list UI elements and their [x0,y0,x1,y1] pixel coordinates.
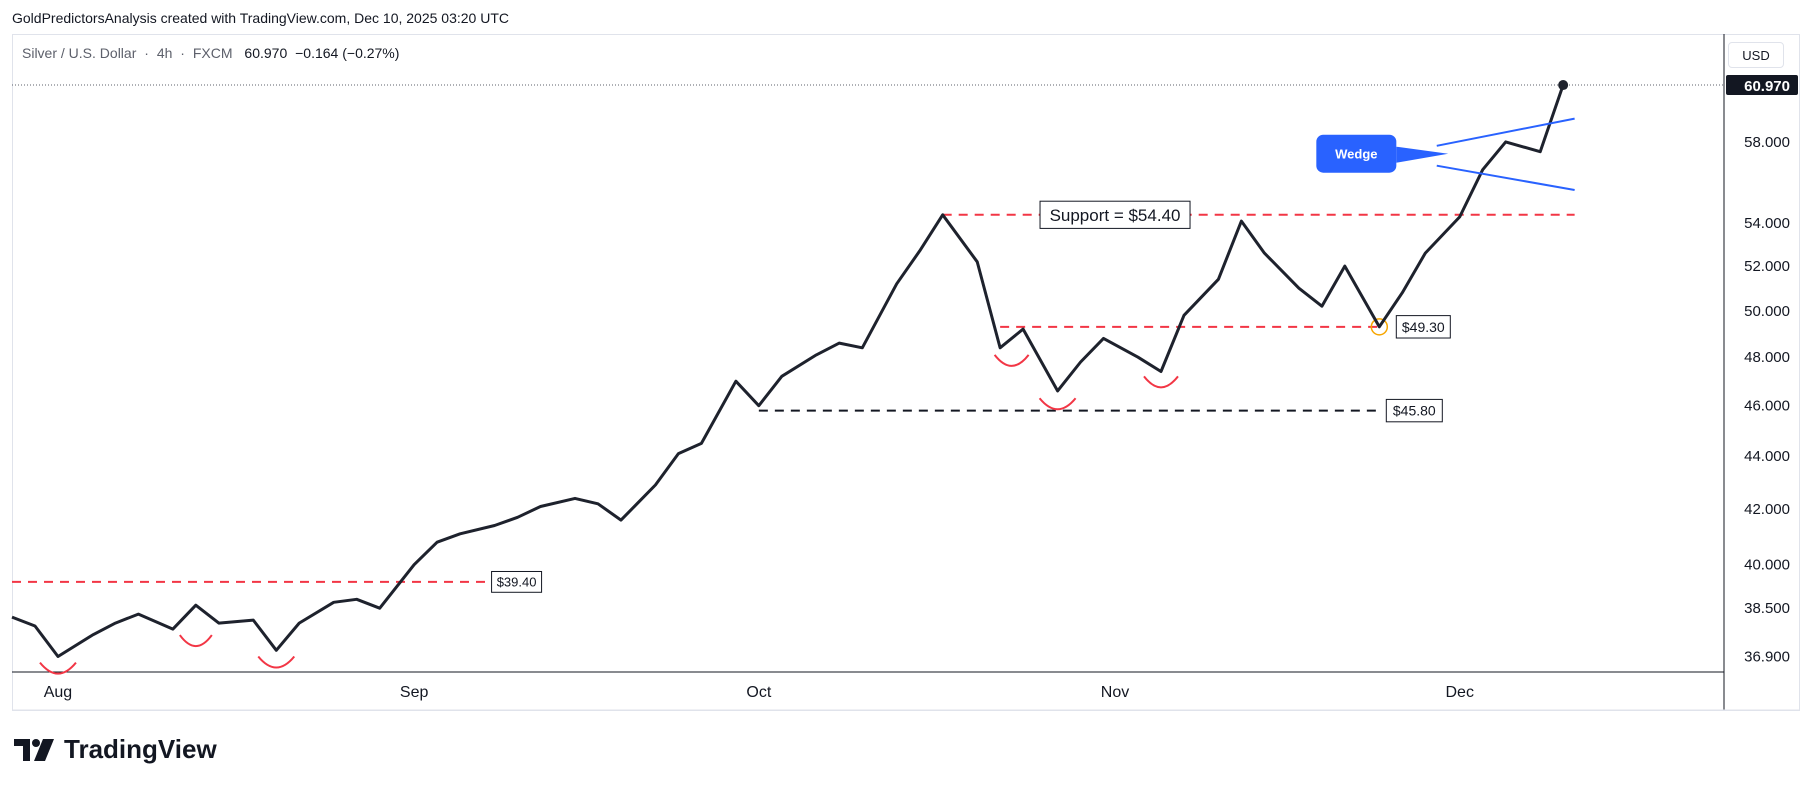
tradingview-wordmark: TradingView [64,734,217,764]
x-tick-label: Aug [44,684,72,701]
chart-caption: GoldPredictorsAnalysis created with Trad… [12,10,509,26]
price-change: −0.164 (−0.27%) [295,45,400,61]
wedge-label: Wedge [1335,147,1377,162]
tradingview-logo[interactable]: TradingView [14,734,217,765]
plot-area [12,34,1800,711]
x-tick-label: Dec [1446,684,1474,701]
current-price-tag [1726,75,1798,96]
level-labels: Support = $54.40 $49.30 $45.80 $39.40 [491,200,1451,593]
currency-button[interactable]: USD [1728,42,1784,68]
separator: · [180,45,185,61]
symbol-name: Silver / U.S. Dollar [22,45,137,61]
level-label-3940-box [491,570,543,593]
y-tick-label: 40.000 [1744,557,1790,574]
separator: · [144,45,149,61]
x-axis[interactable]: Aug Sep Oct Nov Dec [44,684,1474,701]
low-arc [257,655,296,669]
x-tick-label: Sep [400,684,429,701]
level-label-3940: $39.40 [497,575,537,590]
y-tick-label: 36.900 [1744,648,1790,665]
low-marker-circle [1370,318,1389,336]
wedge-callout-pointer [1396,146,1449,163]
low-arc [993,354,1030,367]
y-tick-label: 48.000 [1744,349,1790,366]
level-label-4930: $49.30 [1402,319,1445,335]
y-tick-label: 54.000 [1744,215,1790,232]
low-arc [1143,375,1179,389]
level-label-4930-box [1395,315,1451,339]
y-tick-label: 52.000 [1744,258,1790,275]
level-lines [12,213,1575,583]
price-line [11,84,1565,658]
y-axis[interactable]: 36.900 38.500 40.000 42.000 44.000 46.000 48.0… [1726,75,1798,665]
support-label-box [1039,200,1191,229]
y-tick-label: 46.000 [1744,398,1790,415]
support-label: Support = $54.40 [1050,206,1181,225]
y-tick-label: 58.000 [1744,134,1790,151]
y-tick-label: 38.500 [1744,600,1790,617]
y-tick-label: 42.000 [1744,501,1790,518]
wedge-upper-line [1436,117,1575,147]
low-arc [179,634,213,648]
last-price: 60.970 [244,45,288,61]
wedge-pattern: Wedge [1316,117,1575,191]
last-price-dot [1558,80,1569,91]
level-label-4580-box [1385,398,1443,423]
y-tick-label: 44.000 [1744,448,1790,465]
tradingview-logo-icon [14,738,54,761]
low-arc [39,662,77,675]
wedge-callout [1316,134,1397,173]
interval[interactable]: 4h [156,45,173,61]
low-arc [1038,397,1077,411]
level-label-4580: $45.80 [1393,403,1436,419]
current-price-tag-label: 60.970 [1744,78,1790,95]
y-tick-label: 50.000 [1744,303,1790,320]
exchange: FXCM [192,45,233,61]
x-tick-label: Oct [746,684,771,701]
wedge-lower-line [1436,164,1575,191]
symbol-header[interactable]: Silver / U.S. Dollar · 4h · FXCM 60.970 … [22,45,403,61]
pattern-arcs [39,318,1389,675]
x-tick-label: Nov [1101,684,1129,701]
